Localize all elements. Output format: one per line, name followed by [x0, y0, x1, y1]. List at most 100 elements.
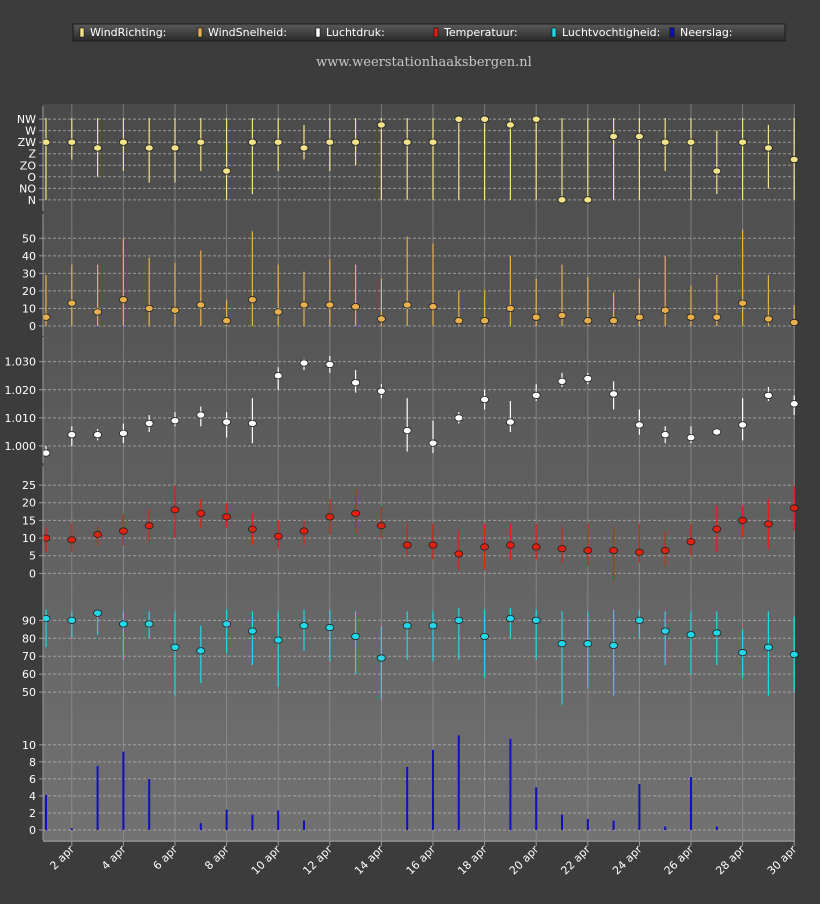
y-tick-label: 2 — [29, 807, 36, 820]
grid — [43, 104, 795, 840]
data-point — [505, 614, 515, 623]
data-point — [273, 372, 283, 380]
data-point — [428, 303, 438, 311]
data-point — [480, 632, 490, 641]
y-tick-label: 90 — [22, 614, 36, 627]
data-point — [764, 520, 773, 528]
data-point — [635, 548, 644, 556]
data-point — [376, 522, 386, 530]
data-point — [170, 506, 180, 514]
data-point — [41, 313, 51, 321]
data-point — [454, 115, 464, 123]
data-point — [67, 536, 77, 544]
y-tick-label: 0 — [29, 567, 36, 580]
data-point — [712, 525, 722, 533]
data-point — [505, 121, 515, 129]
legend: WindRichting: WindSnelheid: Luchtdruk: Temp… — [72, 23, 786, 42]
y-tick-label: 4 — [29, 790, 36, 803]
x-tick-label: 4 apr — [99, 843, 129, 873]
x-tick-label: 22 apr — [558, 843, 593, 878]
data-point — [609, 546, 618, 555]
data-point — [196, 138, 206, 146]
legend-swatch — [551, 27, 557, 38]
data-point — [660, 627, 670, 635]
data-point — [119, 527, 128, 535]
data-point — [660, 306, 670, 314]
data-point — [170, 643, 180, 651]
data-point — [196, 647, 206, 655]
y-tick-label: 50 — [22, 232, 36, 245]
y-tick-label: 1.000 — [5, 440, 37, 453]
data-point — [299, 144, 309, 152]
y-tick-label: NO — [19, 182, 36, 195]
data-point — [789, 318, 799, 327]
data-point — [428, 439, 438, 447]
legend-swatch — [79, 27, 85, 38]
data-layer — [41, 115, 799, 830]
data-point — [557, 196, 567, 204]
data-point — [222, 418, 232, 426]
data-point — [222, 620, 232, 628]
legend-swatch — [197, 27, 203, 38]
data-point — [196, 411, 206, 419]
data-point — [273, 532, 283, 540]
data-point — [505, 418, 515, 426]
data-point — [170, 306, 180, 314]
data-point — [764, 643, 773, 651]
data-point — [738, 421, 747, 429]
data-point — [247, 138, 257, 146]
data-point — [170, 417, 180, 425]
legend-label: WindSnelheid: — [208, 26, 287, 39]
y-tick-label: 1.010 — [5, 412, 37, 425]
data-point — [480, 317, 490, 325]
data-point — [351, 138, 361, 146]
x-tick-label: 6 apr — [151, 843, 181, 873]
data-point — [325, 301, 335, 309]
data-point — [351, 379, 361, 387]
legend-swatch — [315, 27, 321, 38]
legend-box — [72, 23, 786, 42]
legend-label: WindRichting: — [90, 26, 166, 39]
data-point — [712, 167, 722, 175]
x-tick-label: 2 apr — [47, 843, 77, 873]
data-point — [325, 360, 335, 369]
data-point — [299, 301, 309, 309]
data-point — [583, 374, 593, 383]
data-point — [93, 530, 102, 539]
data-point — [351, 632, 361, 641]
data-point — [247, 627, 257, 635]
data-point — [196, 301, 206, 309]
data-point — [789, 650, 799, 659]
data-point — [635, 313, 644, 321]
data-point — [738, 649, 747, 657]
data-point — [557, 311, 567, 320]
y-tick-label: 15 — [22, 514, 36, 527]
data-point — [454, 317, 464, 325]
data-point — [454, 414, 464, 422]
data-point — [738, 516, 747, 525]
data-point — [67, 299, 77, 307]
x-tick-label: 28 apr — [713, 843, 748, 878]
y-tick-label: N — [28, 194, 36, 207]
legend-label: Luchtvochtigheid: — [562, 26, 660, 39]
data-point — [609, 641, 618, 650]
x-tick-label: 18 apr — [455, 843, 490, 878]
data-point — [273, 308, 283, 316]
x-tick-label: 10 apr — [249, 843, 284, 878]
data-point — [144, 419, 154, 428]
data-point — [351, 509, 361, 517]
site-title: www.weerstationhaaksbergen.nl — [316, 55, 532, 70]
data-point — [170, 144, 180, 152]
data-point — [660, 431, 670, 439]
data-point — [119, 296, 128, 304]
data-point — [583, 640, 593, 648]
data-point — [789, 400, 799, 408]
data-point — [557, 640, 567, 648]
data-point — [531, 115, 541, 123]
data-point — [299, 527, 309, 535]
data-point — [222, 167, 232, 175]
y-tick-label: 30 — [22, 267, 36, 280]
data-point — [402, 426, 412, 435]
